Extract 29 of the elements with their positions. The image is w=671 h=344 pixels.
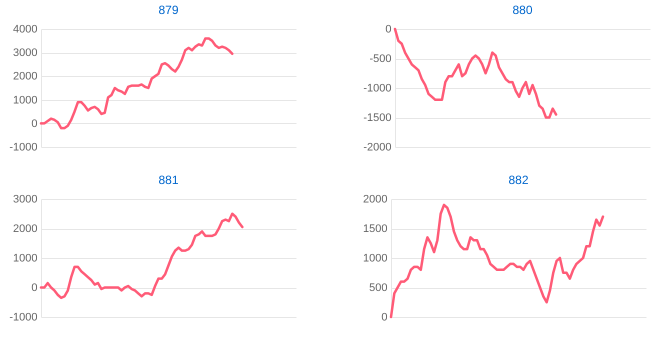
y-tick-label: 1000 — [363, 252, 388, 264]
y-tick-label: 2000 — [363, 194, 388, 206]
line-series — [394, 28, 558, 119]
line-series — [390, 204, 604, 318]
y-tick-label: -1000 — [9, 312, 38, 324]
y-tick-label: -1500 — [363, 112, 392, 124]
y-tick-label: 3000 — [13, 194, 38, 206]
y-tick-label: 0 — [385, 24, 392, 36]
chart-title: 880 — [512, 3, 533, 17]
y-tick-label: 4000 — [13, 24, 38, 36]
y-tick-label: -500 — [369, 53, 392, 65]
y-tick-label: 500 — [369, 282, 388, 294]
y-tick-label: 0 — [31, 118, 38, 130]
y-tick-label: 1500 — [363, 223, 388, 235]
chart-title: 882 — [508, 173, 529, 187]
y-tick-label: -1000 — [9, 142, 38, 154]
y-tick-label: 2000 — [13, 70, 38, 83]
y-tick-label: 2000 — [13, 223, 38, 235]
y-tick-label: -1000 — [363, 82, 392, 94]
y-tick-label: 0 — [381, 312, 388, 324]
y-tick-label: 3000 — [13, 47, 38, 60]
line-series — [40, 37, 234, 130]
y-tick-label: -2000 — [363, 142, 392, 154]
chart-title: 881 — [158, 173, 179, 187]
chart-title: 879 — [158, 3, 179, 17]
y-tick-label: 1000 — [13, 94, 38, 106]
line-series — [40, 212, 244, 300]
y-tick-label: 0 — [31, 282, 38, 294]
y-tick-label: 1000 — [13, 252, 38, 264]
